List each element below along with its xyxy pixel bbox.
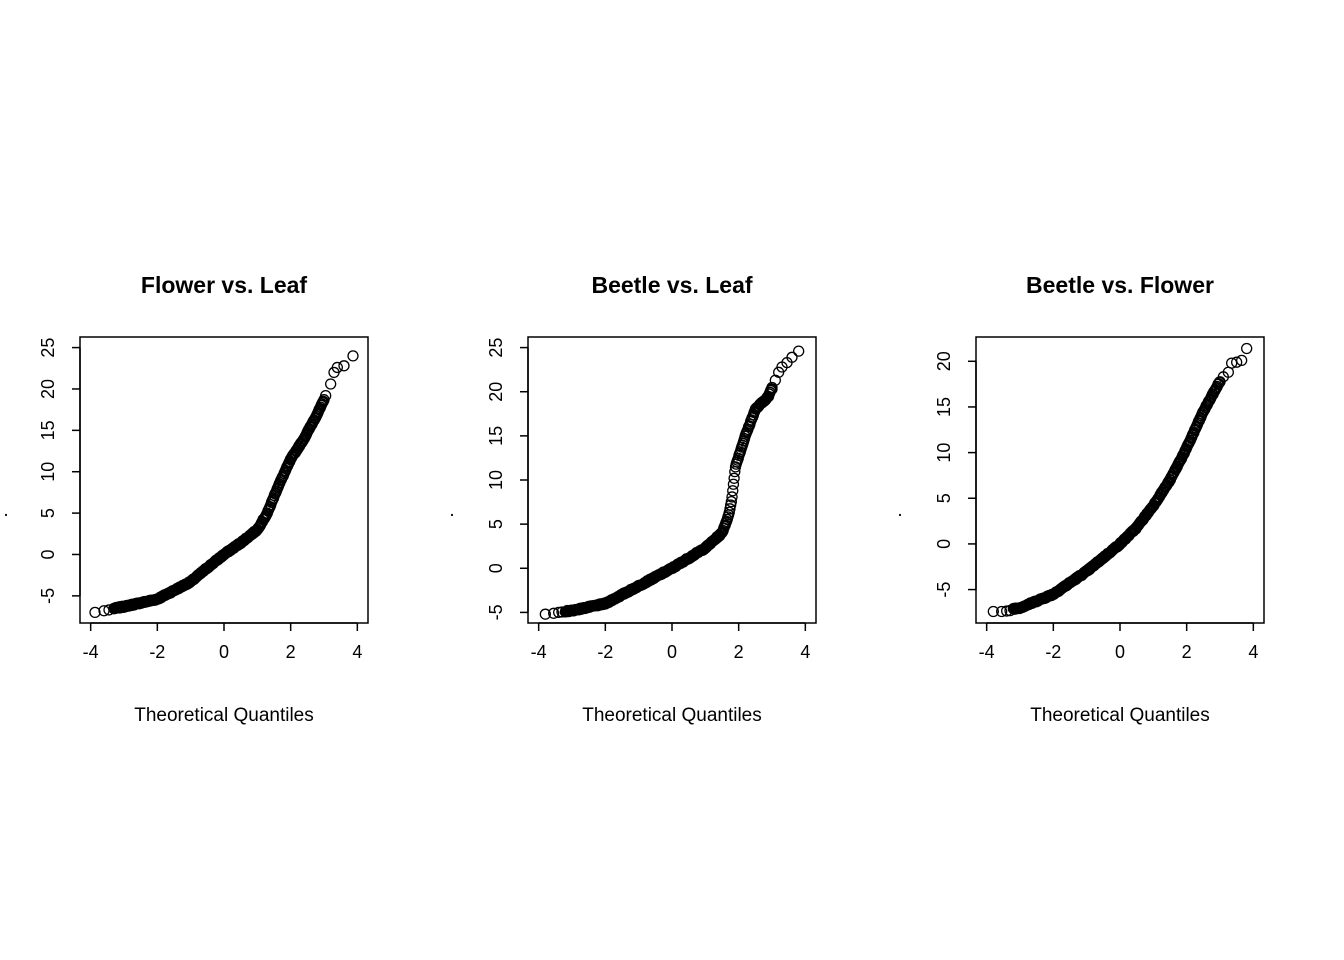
data-point — [726, 491, 738, 503]
y-axis: -5 0 5 10 15 20 — [934, 351, 977, 598]
data-point — [338, 360, 350, 372]
data-points — [987, 342, 1253, 618]
x-axis-label: Theoretical Quantiles — [582, 705, 762, 726]
y-tick-label: 25 — [486, 338, 506, 358]
x-tick-label: -2 — [149, 642, 165, 662]
panel-beetle-vs-flower: Beetle vs. Flower Theoretical Quantiles … — [897, 272, 1265, 726]
data-point — [320, 389, 332, 402]
data-point — [1241, 342, 1253, 355]
data-point — [347, 350, 359, 362]
data-point — [1236, 354, 1248, 367]
y-tick-label: 15 — [934, 397, 954, 417]
data-point — [539, 608, 551, 620]
y-axis-label: . — [3, 500, 8, 521]
y-tick-label: 20 — [934, 351, 954, 371]
y-axis-label: . — [897, 500, 902, 521]
y-axis: -5 0 5 10 15 20 25 — [38, 338, 81, 604]
x-tick-label: 0 — [219, 642, 229, 662]
data-point — [996, 605, 1008, 618]
panel-beetle-vs-leaf: Beetle vs. Leaf Theoretical Quantiles . … — [449, 272, 817, 726]
y-tick-label: -5 — [934, 582, 954, 598]
data-points — [539, 345, 805, 620]
x-tick-label: 4 — [1248, 642, 1258, 662]
y-tick-label: 5 — [38, 508, 58, 518]
data-points — [89, 350, 359, 619]
data-point — [1004, 604, 1016, 617]
data-point — [108, 603, 120, 615]
data-point — [786, 351, 798, 363]
plot-title: Flower vs. Leaf — [141, 272, 308, 298]
y-tick-label: 20 — [486, 382, 506, 402]
y-tick-label: 10 — [486, 470, 506, 490]
x-tick-label: 0 — [1115, 642, 1125, 662]
x-tick-label: 2 — [1182, 642, 1192, 662]
data-point — [1231, 356, 1243, 368]
y-axis: -5 0 5 10 15 20 25 — [486, 338, 529, 620]
x-tick-label: -4 — [83, 642, 99, 662]
y-tick-label: -5 — [38, 588, 58, 604]
plot-title: Beetle vs. Flower — [1026, 272, 1214, 298]
data-point — [793, 345, 805, 357]
data-point — [728, 472, 740, 484]
data-point — [1226, 357, 1238, 369]
y-tick-label: 25 — [38, 338, 58, 358]
data-point — [727, 478, 740, 490]
x-tick-label: 2 — [734, 642, 744, 662]
data-point — [548, 607, 560, 619]
data-point — [331, 361, 343, 374]
plot-title: Beetle vs. Leaf — [591, 272, 752, 298]
y-tick-label: 5 — [486, 519, 506, 529]
x-axis-label: Theoretical Quantiles — [1030, 705, 1210, 726]
x-axis: -4 -2 0 2 4 — [83, 622, 362, 662]
x-tick-label: -2 — [597, 642, 613, 662]
x-tick-label: 2 — [286, 642, 296, 662]
y-tick-label: 0 — [486, 563, 506, 573]
y-tick-label: 15 — [486, 426, 506, 446]
data-point — [325, 378, 337, 390]
y-tick-label: 20 — [38, 379, 58, 399]
y-tick-label: 10 — [934, 443, 954, 463]
y-tick-label: 0 — [38, 549, 58, 559]
y-axis-label: . — [449, 500, 454, 521]
y-tick-label: 10 — [38, 462, 58, 482]
y-tick-label: 15 — [38, 420, 58, 440]
data-point — [727, 485, 739, 497]
x-axis-label: Theoretical Quantiles — [134, 705, 314, 726]
data-point — [725, 495, 738, 508]
panel-flower-vs-leaf: Flower vs. Leaf Theoretical Quantiles . … — [3, 272, 369, 726]
y-tick-label: 0 — [934, 539, 954, 549]
x-axis: -4 -2 0 2 4 — [531, 622, 810, 662]
x-tick-label: 4 — [352, 642, 362, 662]
data-point — [987, 605, 999, 618]
data-point — [89, 606, 101, 619]
x-tick-label: 4 — [800, 642, 810, 662]
data-point — [556, 606, 568, 618]
y-tick-label: -5 — [486, 604, 506, 620]
data-point — [103, 604, 115, 616]
y-tick-label: 5 — [934, 493, 954, 503]
x-tick-label: 0 — [667, 642, 677, 662]
x-tick-label: -4 — [979, 642, 995, 662]
x-axis: -4 -2 0 2 4 — [979, 622, 1258, 662]
x-tick-label: -4 — [531, 642, 547, 662]
x-tick-label: -2 — [1045, 642, 1061, 662]
data-point — [724, 503, 736, 515]
